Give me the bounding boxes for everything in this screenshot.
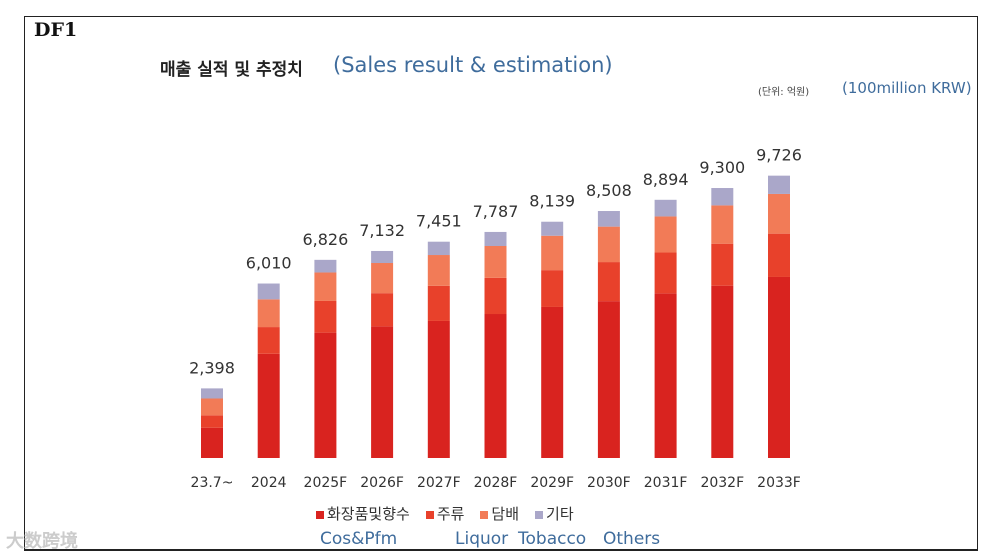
legend-swatch [316, 510, 324, 519]
legend-item-cos: 화장품및향수 [316, 503, 410, 524]
legend-en-cos: Cos&Pfm [320, 529, 398, 549]
x-tick-label: 2031F [644, 475, 688, 491]
bar-segment-cospfm [484, 314, 507, 458]
bar-segment-others [314, 259, 337, 273]
bar-segment-liquor [711, 243, 734, 286]
bar-segment-tobacco [484, 245, 507, 278]
total-label: 7,451 [416, 212, 462, 231]
x-tick-label: 2027F [417, 475, 461, 491]
bar-segment-cospfm [314, 332, 337, 458]
bar-segment-others [541, 221, 564, 236]
bar-segment-tobacco [597, 226, 620, 263]
legend-item-others: 기타 [535, 503, 574, 524]
bar-segment-tobacco [768, 193, 790, 234]
x-tick-label: 23.7~ [191, 475, 234, 491]
bar-segment-liquor [314, 300, 337, 333]
bar-segment-tobacco [711, 205, 734, 244]
x-tick-label: 2029F [530, 475, 574, 491]
legend-swatch [425, 510, 434, 519]
bar-segment-tobacco [257, 299, 280, 328]
bar-segment-cospfm [597, 301, 620, 458]
bar-segment-others [371, 250, 394, 264]
bar-segment-tobacco [201, 398, 223, 416]
bar-segment-tobacco [314, 272, 337, 301]
bar-segment-others [597, 211, 620, 227]
bar-segment-cospfm [768, 276, 790, 458]
legend-label: 주류 [436, 505, 465, 523]
total-label: 7,787 [473, 202, 519, 221]
bar-segment-others [201, 388, 223, 399]
bar-segment-liquor [768, 233, 790, 277]
legend-swatch [535, 510, 544, 519]
legend-item-liquor: 주류 [425, 503, 465, 524]
bar-segment-cospfm [711, 285, 734, 458]
legend-label: 기타 [546, 505, 574, 523]
bar-segment-others [427, 241, 450, 256]
x-tick-label: 2028F [474, 475, 518, 491]
x-tick-label: 2024 [251, 475, 287, 491]
bar-segment-others [257, 283, 280, 300]
bar-segment-cospfm [654, 293, 677, 458]
figure-label: DF1 [34, 19, 78, 41]
bar-segment-others [654, 199, 677, 217]
x-tick-label: 2033F [757, 475, 801, 491]
unit-label: (단위: 억원) [758, 87, 810, 98]
total-label: 6,010 [246, 254, 292, 273]
unit-label-en: (100million KRW) [842, 79, 972, 97]
legend-en-liquor: Liquor [455, 529, 509, 549]
bar-segment-cospfm [371, 326, 394, 458]
total-label: 9,300 [699, 158, 745, 177]
chart-title: 매출 실적 및 추정치 [160, 60, 303, 80]
chart-frame [24, 16, 978, 551]
bar-segment-liquor [371, 293, 394, 327]
bar-segment-cospfm [257, 353, 280, 458]
legend-swatch [480, 510, 489, 519]
legend-item-tobacco: 담배 [480, 503, 519, 524]
total-label: 9,726 [756, 146, 802, 165]
total-label: 2,398 [189, 358, 235, 377]
x-tick-label: 2025F [304, 475, 348, 491]
legend-label: 담배 [491, 505, 520, 523]
bar-segment-liquor [257, 327, 280, 354]
watermark: 大数跨境 [6, 531, 78, 552]
bar-segment-others [711, 188, 734, 206]
bar-segment-cospfm [427, 320, 450, 458]
legend-en-others: Others [603, 529, 661, 549]
chart-title-en: (Sales result & estimation) [333, 53, 613, 77]
x-tick-label: 2030F [587, 475, 631, 491]
bar-segment-others [484, 231, 507, 246]
bar-segment-liquor [597, 262, 620, 302]
x-tick-label: 2026F [360, 475, 404, 491]
bar-segment-liquor [201, 415, 223, 428]
bar-segment-others [768, 175, 790, 194]
bar-segment-tobacco [371, 263, 394, 294]
bar-segment-tobacco [654, 216, 677, 253]
total-label: 8,139 [529, 192, 575, 211]
bar-segment-liquor [484, 277, 507, 315]
total-label: 6,826 [302, 230, 348, 249]
legend-en-tobacco: Tobacco [518, 529, 587, 549]
total-label: 8,508 [586, 181, 632, 200]
bar-segment-liquor [427, 285, 450, 321]
bar-segment-liquor [541, 270, 564, 307]
total-label: 8,894 [643, 170, 689, 189]
total-label: 7,132 [359, 221, 405, 240]
bar-segment-tobacco [541, 235, 564, 271]
bar-segment-cospfm [541, 306, 564, 458]
legend-label: 화장품및향수 [327, 505, 410, 523]
bar-segment-tobacco [427, 255, 450, 286]
bar-segment-cospfm [201, 427, 223, 458]
x-tick-label: 2032F [700, 475, 744, 491]
bar-segment-liquor [654, 252, 677, 294]
legend: 화장품및향수 주류 담배 기타 [316, 503, 574, 524]
